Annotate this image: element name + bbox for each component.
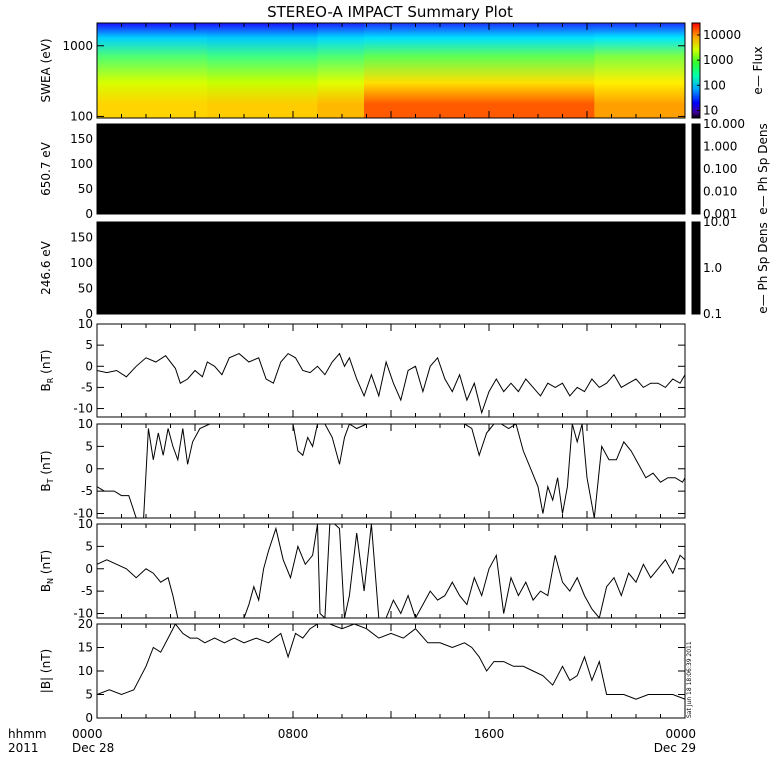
panel-frame — [96, 623, 686, 719]
y-tick-label: 10 — [78, 417, 93, 431]
colorbar-label: e— Ph Sp Dens — [756, 123, 770, 214]
y-axis-label: SWEA (eV) — [39, 38, 53, 102]
y-tick-label: -10 — [73, 507, 93, 521]
y-label-unit: (nT) — [39, 450, 53, 478]
panel-4: -10 -5 0 5 10 BT (nT) — [39, 417, 686, 521]
y-tick-label: -5 — [81, 584, 93, 598]
panel-5: -10 -5 0 5 10 BN (nT) — [39, 517, 686, 621]
y-tick-label: 50 — [78, 281, 93, 295]
colorbar-tick-label: 10.000 — [703, 117, 745, 131]
y-tick-label: -5 — [81, 484, 93, 498]
y-label-unit: (nT) — [39, 350, 53, 378]
heatmap-interval — [207, 23, 318, 118]
y-tick-label: -10 — [73, 607, 93, 621]
y-label-unit: (nT) — [39, 550, 53, 578]
pad-heatmap — [97, 222, 685, 314]
y-axis-label: |B| (nT) — [39, 649, 53, 693]
y-tick-label: 20 — [78, 617, 93, 631]
y-axis-label: BT (nT) — [39, 450, 55, 491]
y-axis-label: BN (nT) — [39, 550, 55, 592]
y-tick-label: 0 — [85, 462, 93, 476]
series-line — [97, 352, 685, 415]
colorbar-tick-label: 10 — [703, 103, 718, 117]
y-tick-label: 50 — [78, 182, 93, 196]
colorbar-label: e— Ph Sp Dens — [756, 222, 770, 313]
y-label-main: B — [39, 483, 53, 491]
panel-frame — [96, 423, 686, 519]
y-tick-label: 10 — [78, 664, 93, 678]
colorbar — [691, 22, 701, 119]
y-axis-label: 650.7 eV — [39, 141, 53, 196]
colorbar-tick-label: 10000 — [703, 28, 741, 42]
colorbar-tick-label: 1.0 — [703, 261, 722, 275]
y-tick-label: 0 — [85, 711, 93, 725]
colorbar-tick-label: 0.100 — [703, 162, 737, 176]
y-tick-label: 5 — [85, 539, 93, 553]
colorbar-tick-label: 1000 — [703, 53, 734, 67]
y-tick-label: -10 — [73, 402, 93, 416]
panel-frame — [96, 523, 686, 619]
heatmap-interval — [97, 23, 208, 118]
colorbar-tick-label: 10.0 — [703, 215, 730, 229]
y-tick-label: 5 — [85, 439, 93, 453]
y-label-sub: N — [46, 578, 55, 584]
y-tick-label: 100 — [70, 109, 93, 123]
x-tick-label: 0800 — [278, 727, 309, 741]
y-tick-label: 10 — [78, 317, 93, 331]
y-tick-label: 15 — [78, 641, 93, 655]
y-tick-label: 0 — [85, 562, 93, 576]
series-line — [97, 524, 685, 618]
panel-frame — [96, 323, 686, 418]
y-tick-label: 150 — [70, 132, 93, 146]
x-tick-date-label: Dec 28 — [72, 741, 114, 755]
y-axis-label: BR (nT) — [39, 350, 55, 392]
pad-heatmap — [97, 124, 685, 214]
x-tick-label: 0000 — [72, 727, 103, 741]
y-label-sub: R — [46, 377, 55, 383]
colorbar-tick-label: 0.001 — [703, 207, 737, 221]
colorbar-tick-label: 1.000 — [703, 140, 737, 154]
plot-title: STEREO-A IMPACT Summary Plot — [267, 3, 513, 21]
y-tick-label: 150 — [70, 230, 93, 244]
y-tick-label: 100 — [70, 157, 93, 171]
timestamp-label: Sat Jun 18 18:06:39 2011 — [686, 641, 693, 718]
y-label-main: B — [39, 383, 53, 391]
heatmap-interval — [317, 23, 365, 118]
y-tick-label: 5 — [85, 338, 93, 352]
y-tick-label: 0 — [85, 207, 93, 221]
axis-row-label-hhmm: hhmm — [8, 727, 47, 741]
y-tick-label: 10 — [78, 517, 93, 531]
series-line — [97, 624, 685, 700]
series-line — [97, 424, 685, 518]
flux-heatmap — [97, 23, 685, 118]
y-tick-label: 0 — [85, 359, 93, 373]
colorbar-label: e— Flux — [751, 46, 765, 94]
panel-2: 0 50 100 150 246.6 eV 0.1 1.0 10.0 e— Ph Sp Dens — [39, 215, 770, 321]
y-tick-label: -5 — [81, 380, 93, 394]
y-tick-label: 5 — [85, 688, 93, 702]
y-tick-label: 0 — [85, 307, 93, 321]
panel-1: 0 50 100 150 650.7 eV 0.001 0.010 0.100 1.000 10.… — [39, 117, 770, 221]
y-label-sub: T — [46, 478, 55, 484]
heatmap-interval — [594, 23, 685, 118]
colorbar-tick-label: 0.010 — [703, 185, 737, 199]
y-tick-label: 100 — [70, 256, 93, 270]
heatmap-interval — [364, 23, 595, 118]
colorbar-tick-label: 100 — [703, 78, 726, 92]
panel-3: -10 -5 0 5 10 BR (nT) — [39, 317, 686, 418]
x-tick-label: 0000 — [665, 727, 696, 741]
panel-0: 100 1000 SWEA (eV) 10 100 1000 10000 e— Flux — [39, 22, 765, 123]
x-tick-date-label: Dec 29 — [654, 741, 696, 755]
y-tick-label: 1000 — [62, 39, 93, 53]
x-tick-label: 1600 — [474, 727, 505, 741]
axis-row-label-year: 2011 — [8, 741, 39, 755]
y-label-main: B — [39, 584, 53, 592]
panel-6: 0 5 10 15 20 |B| (nT) — [39, 617, 686, 725]
colorbar-tick-label: 0.1 — [703, 307, 722, 321]
y-axis-label: 246.6 eV — [39, 240, 53, 295]
